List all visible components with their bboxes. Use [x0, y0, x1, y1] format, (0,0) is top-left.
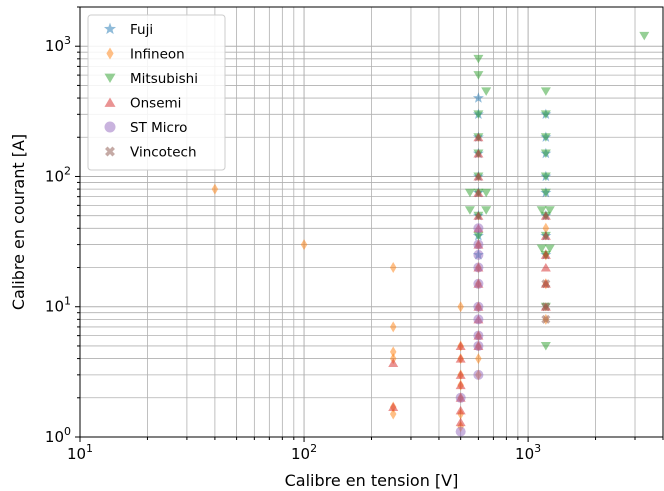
- st-micro-point: [473, 340, 484, 351]
- st-micro-point: [473, 239, 484, 250]
- onsemi-point: [473, 132, 484, 142]
- st-micro-point: [473, 223, 484, 234]
- legend-marker-fuji: [103, 22, 117, 35]
- mitsubishi-point: [464, 206, 475, 215]
- onsemi-point: [540, 263, 551, 272]
- st-micro-point: [455, 392, 466, 403]
- infineon-point: [389, 262, 397, 274]
- infineon-point: [542, 222, 550, 234]
- infineon-point: [300, 239, 308, 251]
- fuji-point: [472, 92, 484, 103]
- infineon-point: [389, 321, 397, 333]
- x-tick-label: 102: [291, 442, 317, 463]
- legend-box: [87, 14, 226, 171]
- st-micro-point: [473, 301, 484, 312]
- onsemi-point: [473, 149, 484, 158]
- infineon-point: [211, 183, 219, 195]
- legend: Fuji Infineon Mitsubishi Onsemi ST Micro Vinc…: [87, 14, 226, 171]
- y-tick-label: 101: [45, 295, 71, 316]
- onsemi-point: [540, 231, 551, 240]
- legend-label-mitsubishi: Mitsubishi: [130, 71, 198, 87]
- onsemi-point: [455, 417, 466, 427]
- onsemi-point: [540, 250, 551, 259]
- legend-marker-onsemi: [104, 97, 116, 107]
- data-points: [211, 31, 650, 437]
- x-axis-label: Calibre en tension [V]: [285, 471, 459, 490]
- legend-label-onsemi: Onsemi: [130, 96, 181, 112]
- st-micro-point: [473, 278, 484, 289]
- legend-label-st-micro: ST Micro: [130, 120, 187, 136]
- mitsubishi-point: [540, 110, 551, 119]
- legend-label-fuji: Fuji: [130, 22, 153, 38]
- onsemi-point: [455, 354, 466, 363]
- mitsubishi-point: [536, 244, 547, 253]
- st-micro-point: [473, 262, 484, 273]
- mitsubishi-point: [473, 110, 484, 119]
- st-micro-point: [455, 426, 466, 437]
- mitsubishi-point: [464, 188, 475, 198]
- mitsubishi-point: [473, 54, 484, 64]
- y-tick-label: 102: [45, 164, 71, 185]
- x-tick-label: 101: [67, 442, 93, 463]
- legend-marker-vincotech: [105, 146, 115, 157]
- onsemi-point: [473, 171, 484, 181]
- onsemi-point: [388, 402, 399, 411]
- vincotech-point: [541, 279, 551, 289]
- mitsubishi-point: [540, 133, 551, 142]
- onsemi-point: [455, 380, 466, 390]
- legend-label-infineon: Infineon: [130, 47, 185, 63]
- legend-marker-mitsubishi: [104, 73, 116, 83]
- onsemi-point: [540, 211, 551, 220]
- mitsubishi-point: [544, 206, 555, 215]
- mitsubishi-point: [540, 341, 551, 351]
- onsemi-point: [455, 405, 466, 415]
- mitsubishi-point: [481, 206, 492, 215]
- st-micro-point: [473, 249, 484, 260]
- mitsubishi-point: [481, 188, 492, 198]
- x-tick-label: 103: [515, 442, 541, 463]
- mitsubishi-point: [536, 206, 547, 215]
- onsemi-point: [388, 358, 399, 367]
- st-micro-point: [473, 330, 484, 341]
- mitsubishi-point: [540, 172, 551, 181]
- y-tick-label: 103: [45, 34, 71, 55]
- legend-marker-st-micro: [104, 121, 116, 133]
- y-tick-label: 100: [45, 425, 71, 446]
- infineon-point: [389, 408, 397, 420]
- onsemi-point: [455, 341, 466, 350]
- infineon-point: [475, 353, 482, 365]
- onsemi-point: [473, 211, 484, 220]
- mitsubishi-point: [473, 231, 484, 241]
- st-micro-point: [473, 314, 484, 325]
- onsemi-point: [455, 370, 466, 379]
- vincotech-point: [541, 302, 551, 312]
- vincotech-point: [541, 314, 551, 324]
- y-axis-label: Calibre en courant [A]: [9, 134, 28, 310]
- mitsubishi-point: [540, 87, 551, 96]
- infineon-point: [389, 346, 397, 358]
- mitsubishi-point: [639, 31, 650, 41]
- legend-label-vincotech: Vincotech: [130, 145, 197, 161]
- mitsubishi-point: [473, 71, 484, 80]
- mitsubishi-point: [544, 244, 555, 253]
- mitsubishi-point: [540, 188, 551, 198]
- mitsubishi-point: [481, 87, 492, 96]
- st-micro-point: [473, 369, 484, 380]
- onsemi-point: [473, 188, 484, 197]
- infineon-point: [457, 301, 464, 313]
- mitsubishi-point: [540, 149, 551, 159]
- legend-marker-infineon: [106, 47, 114, 60]
